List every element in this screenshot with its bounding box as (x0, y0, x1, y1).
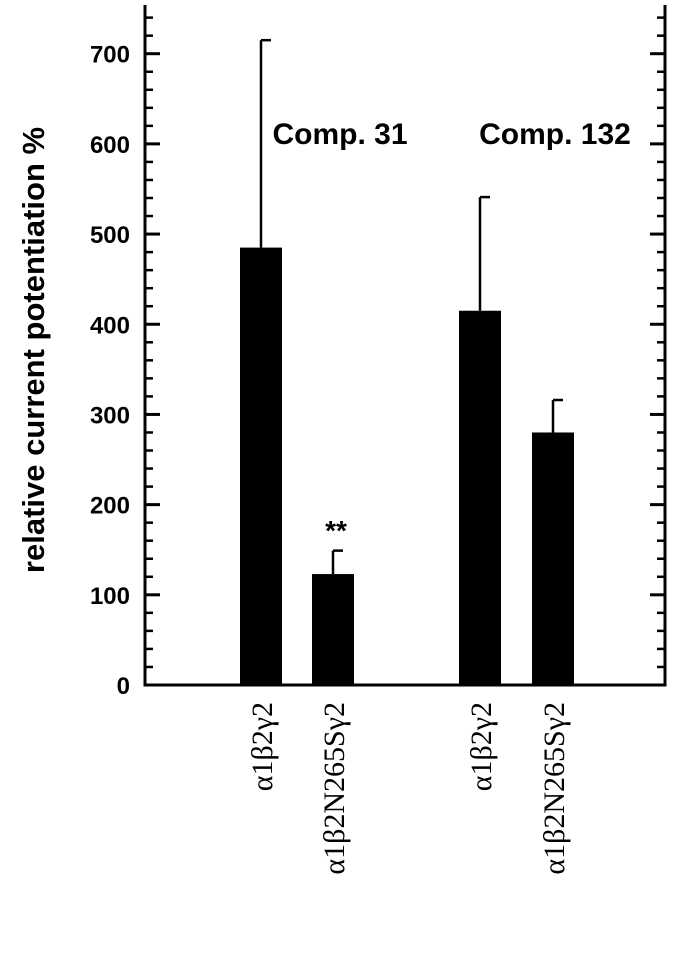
x-tick-label: α1β2γ2 (246, 702, 279, 791)
bar (312, 574, 354, 685)
y-axis-title: relative current potentiation % (16, 127, 51, 573)
y-tick-label: 500 (90, 222, 130, 249)
bar (240, 247, 282, 685)
x-tick-label: α1β2N265Sγ2 (538, 702, 571, 875)
y-tick-label: 400 (90, 312, 130, 339)
annotation: ** (325, 515, 347, 546)
y-tick-label: 300 (90, 402, 130, 429)
x-tick-label: α1β2γ2 (465, 702, 498, 791)
bar (532, 432, 574, 685)
y-tick-label: 200 (90, 493, 130, 520)
x-tick-label: α1β2N265Sγ2 (318, 702, 351, 875)
y-tick-label: 100 (90, 583, 130, 610)
annotation: Comp. 31 (272, 118, 407, 151)
y-tick-label: 600 (90, 132, 130, 159)
y-tick-label: 0 (117, 673, 130, 700)
annotation: Comp. 132 (479, 118, 631, 151)
bar (459, 310, 501, 685)
y-tick-label: 700 (90, 42, 130, 69)
